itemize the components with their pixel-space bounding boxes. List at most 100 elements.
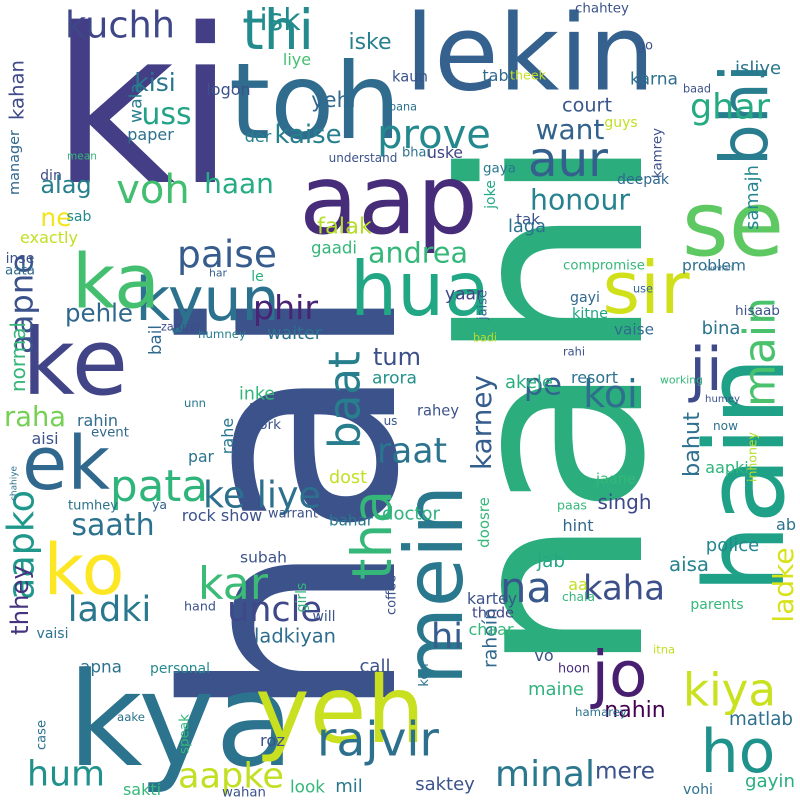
word-ab: ab — [776, 514, 796, 534]
word-voh: voh — [116, 167, 190, 213]
word-samajh: samajh — [742, 165, 764, 230]
word-minal: minal — [495, 753, 595, 795]
word-rock-show: rock show — [181, 506, 263, 525]
word-yeh: yeh — [255, 655, 425, 764]
word-paise: paise — [177, 232, 277, 277]
word-rajvir: rajvir — [317, 712, 439, 768]
word-gaadi: gaadi — [311, 238, 357, 258]
word-now: now — [713, 418, 738, 433]
word-tak: tak — [516, 210, 540, 229]
word-isliye: isliye — [734, 58, 782, 79]
word-aata: aata — [5, 263, 35, 279]
word-jo: jo — [591, 638, 648, 711]
word-mean: mean — [67, 150, 97, 163]
word-jaane: jaane — [596, 471, 636, 488]
word-subah: subah — [240, 548, 287, 567]
word-saktey: saktey — [415, 774, 475, 795]
word-ko: ko — [43, 529, 125, 611]
word-kisi: kisi — [134, 68, 176, 97]
word-bina: bina — [701, 318, 741, 339]
word-apna: apna — [80, 656, 122, 677]
word-hoon: hoon — [558, 661, 590, 677]
word-haan: haan — [204, 167, 274, 200]
word-girls: girls — [294, 582, 310, 613]
word-le: le — [251, 269, 264, 285]
word-lekin: lekin — [405, 0, 655, 115]
word-warrant: warrant — [268, 506, 318, 522]
word-court: court — [562, 93, 612, 117]
word-one: one — [287, 671, 307, 685]
word-hint: hint — [562, 516, 594, 535]
word-keh: keh — [417, 663, 432, 687]
word-se: se — [681, 172, 785, 277]
word-bahut: bahut — [678, 412, 705, 477]
word-uss: uss — [141, 97, 192, 132]
word-kaise: kaise — [274, 120, 342, 150]
word-bail: bail — [146, 325, 166, 355]
word-ki: ki — [50, 0, 236, 233]
word-doctor: doctor — [382, 503, 440, 525]
word-thi: thi — [242, 0, 314, 62]
word-har: har — [209, 266, 227, 280]
word-ladki: ladki — [67, 590, 152, 630]
word-kamrey: kamrey — [650, 128, 666, 178]
word-work: work — [248, 417, 281, 434]
word-hum: hum — [27, 754, 105, 795]
word-akele: akele — [505, 371, 553, 393]
word-unn: unn — [184, 396, 206, 411]
word-logon: logon — [206, 80, 251, 99]
word-inse: inse — [5, 251, 35, 267]
word-theek: theek — [510, 67, 546, 83]
word-dost: dost — [329, 468, 367, 489]
word-ho: ho — [700, 717, 776, 787]
word-normal: normal — [6, 322, 31, 392]
word-kaha: kaha — [583, 568, 665, 608]
word-aapke: aapke — [178, 755, 284, 797]
word-call: call — [359, 656, 391, 677]
word-thode: thode — [472, 605, 514, 622]
word-aap: aap — [299, 144, 478, 256]
word-paper: paper — [127, 125, 174, 144]
word-coffee: coffee — [384, 575, 400, 615]
word-us: us — [383, 414, 398, 428]
word-speak: speak — [176, 714, 193, 754]
word-falak: falak — [317, 213, 372, 240]
word-pata: pata — [110, 461, 208, 512]
word-hua: hua — [350, 245, 490, 333]
word-manager: manager — [6, 130, 23, 195]
word-working: working — [660, 373, 703, 387]
word-tumhari: tumhari — [705, 263, 733, 273]
word-rahe: rahe — [218, 417, 237, 455]
word-problem: problem — [682, 256, 746, 275]
word-sir: sir — [602, 246, 690, 330]
word-roz: roz — [260, 730, 285, 750]
word-phir: phir — [253, 287, 318, 327]
word-nahin: nahin — [604, 698, 666, 723]
word-karna: karna — [630, 69, 678, 90]
word-log: log — [248, 400, 274, 419]
word-mere: mere — [595, 758, 655, 785]
word-gaya: gaya — [483, 161, 516, 177]
word-iske: iske — [348, 30, 392, 55]
word-ladke: ladke — [767, 547, 800, 623]
word-tum: tum — [373, 343, 421, 371]
word-aisi: aisi — [31, 429, 59, 448]
word-liye: liye — [282, 50, 312, 69]
word-aur: aur — [528, 131, 608, 188]
word-zarurat: zarurat — [161, 320, 201, 334]
word-na: na — [500, 563, 552, 613]
word-joke: joke — [483, 180, 499, 209]
word-kar: kar — [198, 558, 268, 610]
word-ne: ne — [40, 203, 72, 232]
word-karney: karney — [465, 375, 499, 470]
word-honour: honour — [530, 183, 630, 217]
word-go: go — [637, 38, 653, 54]
word-doosre: doosre — [475, 497, 493, 548]
word-gayi: gayi — [570, 289, 600, 306]
word-uncle: uncle — [227, 590, 322, 630]
word-aa: aa — [568, 575, 588, 594]
word-sakti: sakti — [122, 780, 162, 799]
word-vohi: vohi — [683, 781, 713, 798]
word-raat: raat — [377, 431, 447, 472]
